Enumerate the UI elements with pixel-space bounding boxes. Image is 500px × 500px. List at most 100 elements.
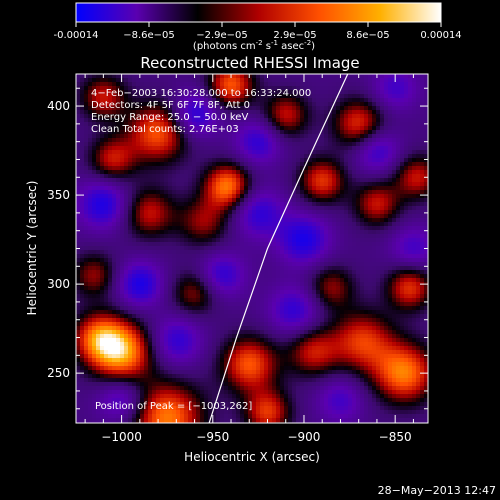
- heatmap-cell: [240, 250, 244, 254]
- heatmap-cell: [344, 86, 348, 90]
- heatmap-cell: [420, 170, 424, 174]
- heatmap-cell: [172, 194, 176, 198]
- heatmap-cell: [372, 206, 376, 210]
- heatmap-cell: [384, 282, 388, 286]
- heatmap-cell: [252, 114, 256, 118]
- heatmap-cell: [232, 134, 236, 138]
- heatmap-cell: [284, 130, 288, 134]
- heatmap-cell: [160, 238, 164, 242]
- heatmap-cell: [184, 162, 188, 166]
- heatmap-cell: [76, 114, 80, 118]
- heatmap-cell: [132, 154, 136, 158]
- heatmap-cell: [416, 230, 420, 234]
- heatmap-cell: [220, 274, 224, 278]
- heatmap-cell: [148, 298, 152, 302]
- heatmap-cell: [296, 82, 300, 86]
- heatmap-cell: [176, 154, 180, 158]
- heatmap-cell: [132, 162, 136, 166]
- heatmap-cell: [132, 214, 136, 218]
- heatmap-cell: [404, 178, 408, 182]
- heatmap-cell: [328, 162, 332, 166]
- heatmap-cell: [252, 202, 256, 206]
- heatmap-cell: [112, 230, 116, 234]
- heatmap-cell: [80, 250, 84, 254]
- heatmap-cell: [404, 290, 408, 294]
- heatmap-cell: [392, 174, 396, 178]
- heatmap-cell: [152, 146, 156, 150]
- heatmap-cell: [216, 262, 220, 266]
- heatmap-cell: [84, 254, 88, 258]
- heatmap-cell: [308, 134, 312, 138]
- heatmap-cell: [392, 150, 396, 154]
- heatmap-cell: [252, 282, 256, 286]
- heatmap-cell: [168, 282, 172, 286]
- heatmap-cell: [232, 86, 236, 90]
- heatmap-cell: [356, 146, 360, 150]
- heatmap-cell: [312, 126, 316, 130]
- heatmap-cell: [148, 186, 152, 190]
- heatmap-cell: [412, 282, 416, 286]
- heatmap-cell: [208, 158, 212, 162]
- heatmap-cell: [256, 262, 260, 266]
- heatmap-cell: [384, 94, 388, 98]
- heatmap-cell: [168, 98, 172, 102]
- heatmap-cell: [252, 278, 256, 282]
- heatmap-cell: [168, 278, 172, 282]
- heatmap-cell: [120, 130, 124, 134]
- heatmap-cell: [308, 170, 312, 174]
- heatmap-cell: [92, 134, 96, 138]
- heatmap-cell: [280, 154, 284, 158]
- heatmap-cell: [104, 110, 108, 114]
- heatmap-cell: [284, 222, 288, 226]
- heatmap-cell: [144, 266, 148, 270]
- heatmap-cell: [244, 182, 248, 186]
- heatmap-cell: [280, 210, 284, 214]
- heatmap-cell: [92, 150, 96, 154]
- heatmap-cell: [232, 190, 236, 194]
- heatmap-cell: [136, 130, 140, 134]
- heatmap-cell: [132, 230, 136, 234]
- heatmap-cell: [112, 158, 116, 162]
- heatmap-cell: [392, 210, 396, 214]
- heatmap-cell: [216, 78, 220, 82]
- heatmap-cell: [260, 198, 264, 202]
- heatmap-cell: [368, 118, 372, 122]
- heatmap-cell: [300, 202, 304, 206]
- heatmap-cell: [340, 242, 344, 246]
- heatmap-cell: [312, 78, 316, 82]
- heatmap-cell: [316, 186, 320, 190]
- heatmap-cell: [228, 98, 232, 102]
- heatmap-cell: [148, 262, 152, 266]
- heatmap-cell: [92, 86, 96, 90]
- heatmap-cell: [312, 262, 316, 266]
- heatmap-cell: [116, 206, 120, 210]
- heatmap-cell: [392, 294, 396, 298]
- heatmap-cell: [156, 242, 160, 246]
- heatmap-cell: [288, 214, 292, 218]
- heatmap-cell: [400, 214, 404, 218]
- heatmap-cell: [364, 198, 368, 202]
- heatmap-cell: [132, 146, 136, 150]
- heatmap-cell: [348, 266, 352, 270]
- heatmap-cell: [272, 194, 276, 198]
- heatmap-cell: [292, 206, 296, 210]
- heatmap-cell: [196, 126, 200, 130]
- heatmap-cell: [412, 262, 416, 266]
- heatmap-cell: [284, 242, 288, 246]
- heatmap-cell: [404, 134, 408, 138]
- heatmap-cell: [92, 274, 96, 278]
- heatmap-cell: [372, 238, 376, 242]
- heatmap-cell: [144, 294, 148, 298]
- heatmap-cell: [208, 214, 212, 218]
- heatmap-cell: [408, 162, 412, 166]
- heatmap-cell: [356, 202, 360, 206]
- heatmap-cell: [372, 202, 376, 206]
- heatmap-cell: [332, 82, 336, 86]
- heatmap-cell: [244, 258, 248, 262]
- heatmap-cell: [348, 150, 352, 154]
- heatmap-cell: [376, 150, 380, 154]
- heatmap-cell: [144, 138, 148, 142]
- heatmap-cell: [160, 102, 164, 106]
- heatmap-cell: [96, 110, 100, 114]
- heatmap-cell: [344, 202, 348, 206]
